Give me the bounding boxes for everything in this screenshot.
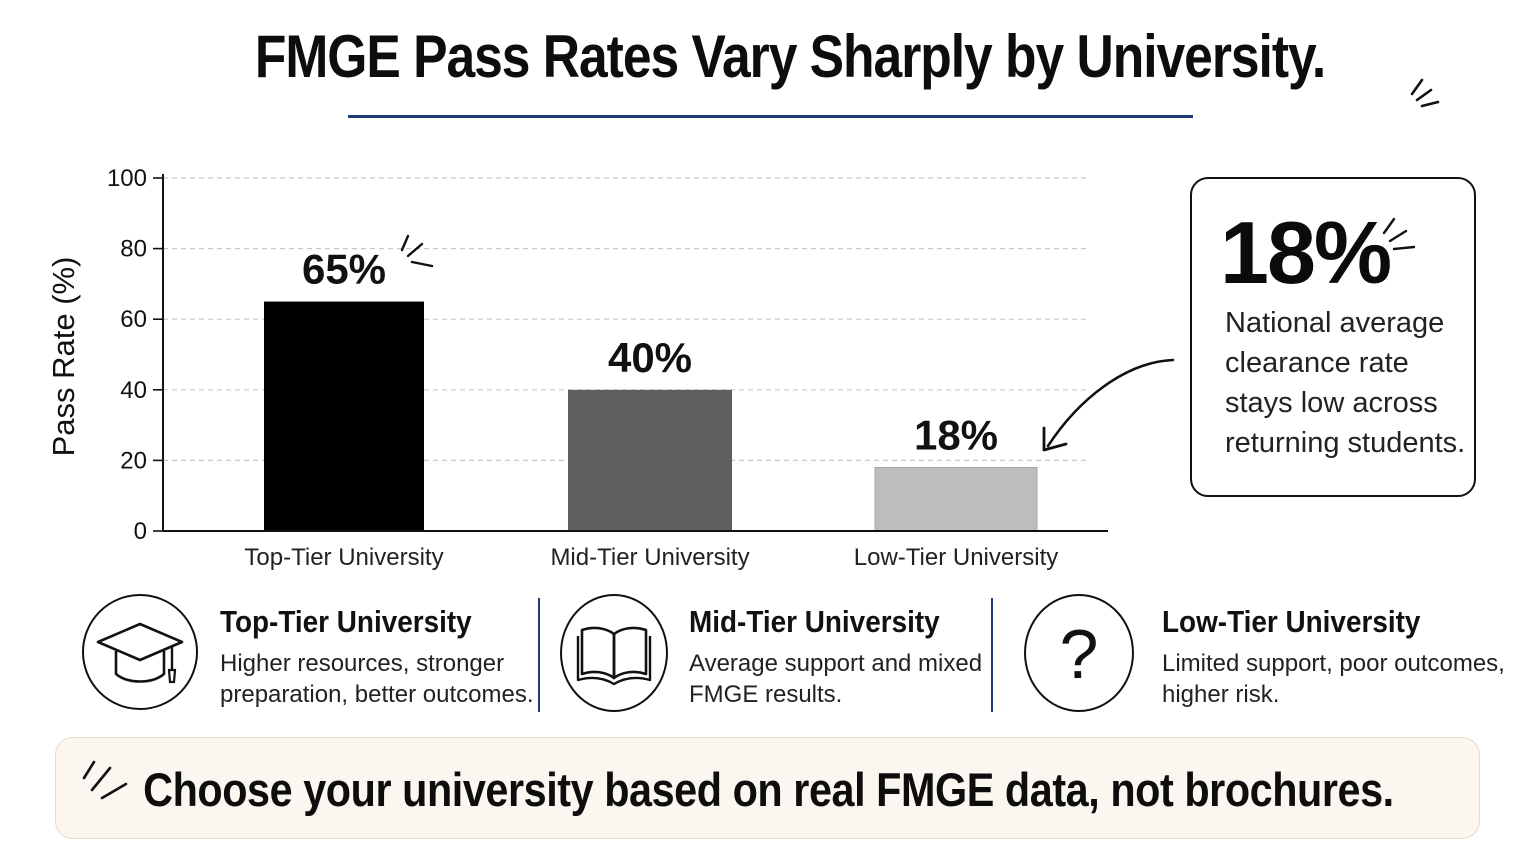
- bar: [874, 466, 1038, 532]
- national-average-callout: 18% National average clearance rate stay…: [1190, 177, 1476, 497]
- open-book-icon: [560, 594, 668, 712]
- callout-line: stays low across: [1225, 387, 1438, 419]
- y-tick-label: 100: [107, 165, 147, 192]
- bar-value-label: 18%: [914, 411, 998, 458]
- y-axis-title: Pass Rate (%): [46, 257, 81, 457]
- card-low-tier: ? Low-Tier University Limited support, p…: [1024, 590, 1505, 720]
- card-title: Top-Tier University: [220, 604, 472, 639]
- card-title: Low-Tier University: [1162, 604, 1421, 639]
- bar-value-label: 65%: [302, 246, 386, 293]
- banner-text: Choose your university based on real FMG…: [143, 763, 1394, 816]
- svg-text:?: ?: [1060, 615, 1099, 693]
- callout-line: National average: [1225, 307, 1445, 339]
- y-tick-label: 0: [134, 518, 147, 545]
- bar: [264, 301, 424, 531]
- callout-spark-icon: [1382, 217, 1416, 251]
- x-tick-label: Top-Tier University: [244, 544, 443, 571]
- banner-spark-icon: [82, 760, 128, 800]
- card-description: Average support and mixed FMGE results.: [689, 648, 982, 710]
- bar: [568, 389, 732, 531]
- card-desc-line: higher risk.: [1162, 681, 1280, 708]
- y-tick-label: 60: [120, 306, 147, 333]
- pass-rate-bar-chart: 0 20 40 60 80 100 65% Top-Tier University 40% Mid…: [46, 165, 1108, 571]
- callout-line: returning students.: [1225, 427, 1466, 459]
- y-tick-label: 40: [120, 377, 147, 404]
- card-top-tier: Top-Tier University Higher resources, st…: [82, 590, 534, 720]
- card-desc-line: Higher resources, stronger: [220, 650, 505, 677]
- callout-arrow-icon: [1042, 358, 1175, 452]
- x-tick-label: Low-Tier University: [854, 544, 1058, 571]
- card-description: Limited support, poor outcomes, higher r…: [1162, 648, 1505, 710]
- card-desc-line: FMGE results.: [689, 681, 843, 708]
- card-mid-tier: Mid-Tier University Average support and …: [560, 590, 982, 720]
- callout-stat: 18%: [1220, 203, 1392, 302]
- y-tick-label: 20: [120, 447, 147, 474]
- takeaway-banner: Choose your university based on real FMG…: [55, 737, 1480, 839]
- title-underline: [348, 115, 1193, 118]
- card-title: Mid-Tier University: [689, 604, 940, 639]
- university-tier-cards: Top-Tier University Higher resources, st…: [0, 590, 1536, 720]
- emphasis-spark-icon: [1410, 78, 1440, 108]
- card-desc-line: Limited support, poor outcomes,: [1162, 650, 1505, 677]
- y-tick-label: 80: [120, 236, 147, 263]
- question-mark-icon: ?: [1024, 594, 1134, 712]
- card-divider: [538, 598, 540, 712]
- callout-line: clearance rate: [1225, 347, 1409, 379]
- page-title: FMGE Pass Rates Vary Sharply by Universi…: [254, 23, 1326, 90]
- bar-emphasis-spark-icon: [400, 234, 434, 268]
- graduation-cap-icon: [82, 594, 198, 710]
- card-desc-line: preparation, better outcomes.: [220, 681, 534, 708]
- bar-value-label: 40%: [608, 334, 692, 381]
- card-description: Higher resources, stronger preparation, …: [220, 648, 534, 710]
- card-desc-line: Average support and mixed: [689, 650, 983, 677]
- card-divider: [991, 598, 993, 712]
- x-tick-label: Mid-Tier University: [550, 544, 749, 571]
- callout-description: National average clearance rate stays lo…: [1225, 303, 1475, 463]
